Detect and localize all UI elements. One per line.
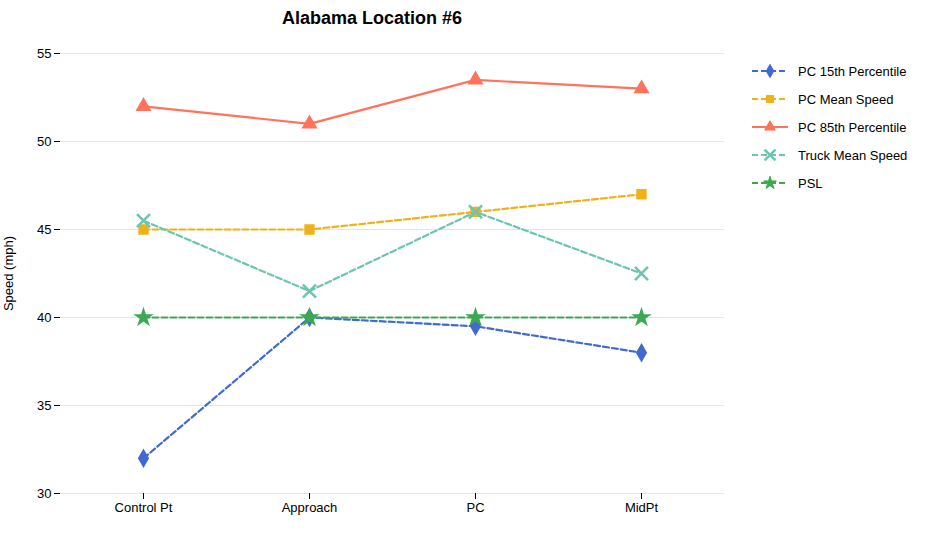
html-text:PC 15th Percentile: PC 15th Percentile — [798, 63, 907, 79]
svg-text:Control Pt: Control Pt — [115, 500, 173, 515]
svg-text:45: 45 — [37, 222, 51, 237]
html-text:PSL: PSL — [798, 175, 823, 191]
svg-text:MidPt: MidPt — [625, 500, 659, 515]
svg-text:Approach: Approach — [282, 500, 338, 515]
html-text:PC Mean Speed: PC Mean Speed — [798, 91, 894, 107]
html-text:Alabama Location #6: Alabama Location #6 — [282, 8, 462, 28]
svg-text:40: 40 — [37, 310, 51, 325]
svg-text:50: 50 — [37, 134, 51, 149]
svg-text:55: 55 — [37, 46, 51, 61]
svg-text:35: 35 — [37, 398, 51, 413]
svg-text:Speed (mph): Speed (mph) — [1, 236, 16, 311]
html-text:PC 85th Percentile: PC 85th Percentile — [798, 119, 907, 135]
svg-text:PC: PC — [466, 500, 484, 515]
svg-text:30: 30 — [37, 486, 51, 501]
html-text:Truck Mean Speed: Truck Mean Speed — [798, 147, 908, 163]
